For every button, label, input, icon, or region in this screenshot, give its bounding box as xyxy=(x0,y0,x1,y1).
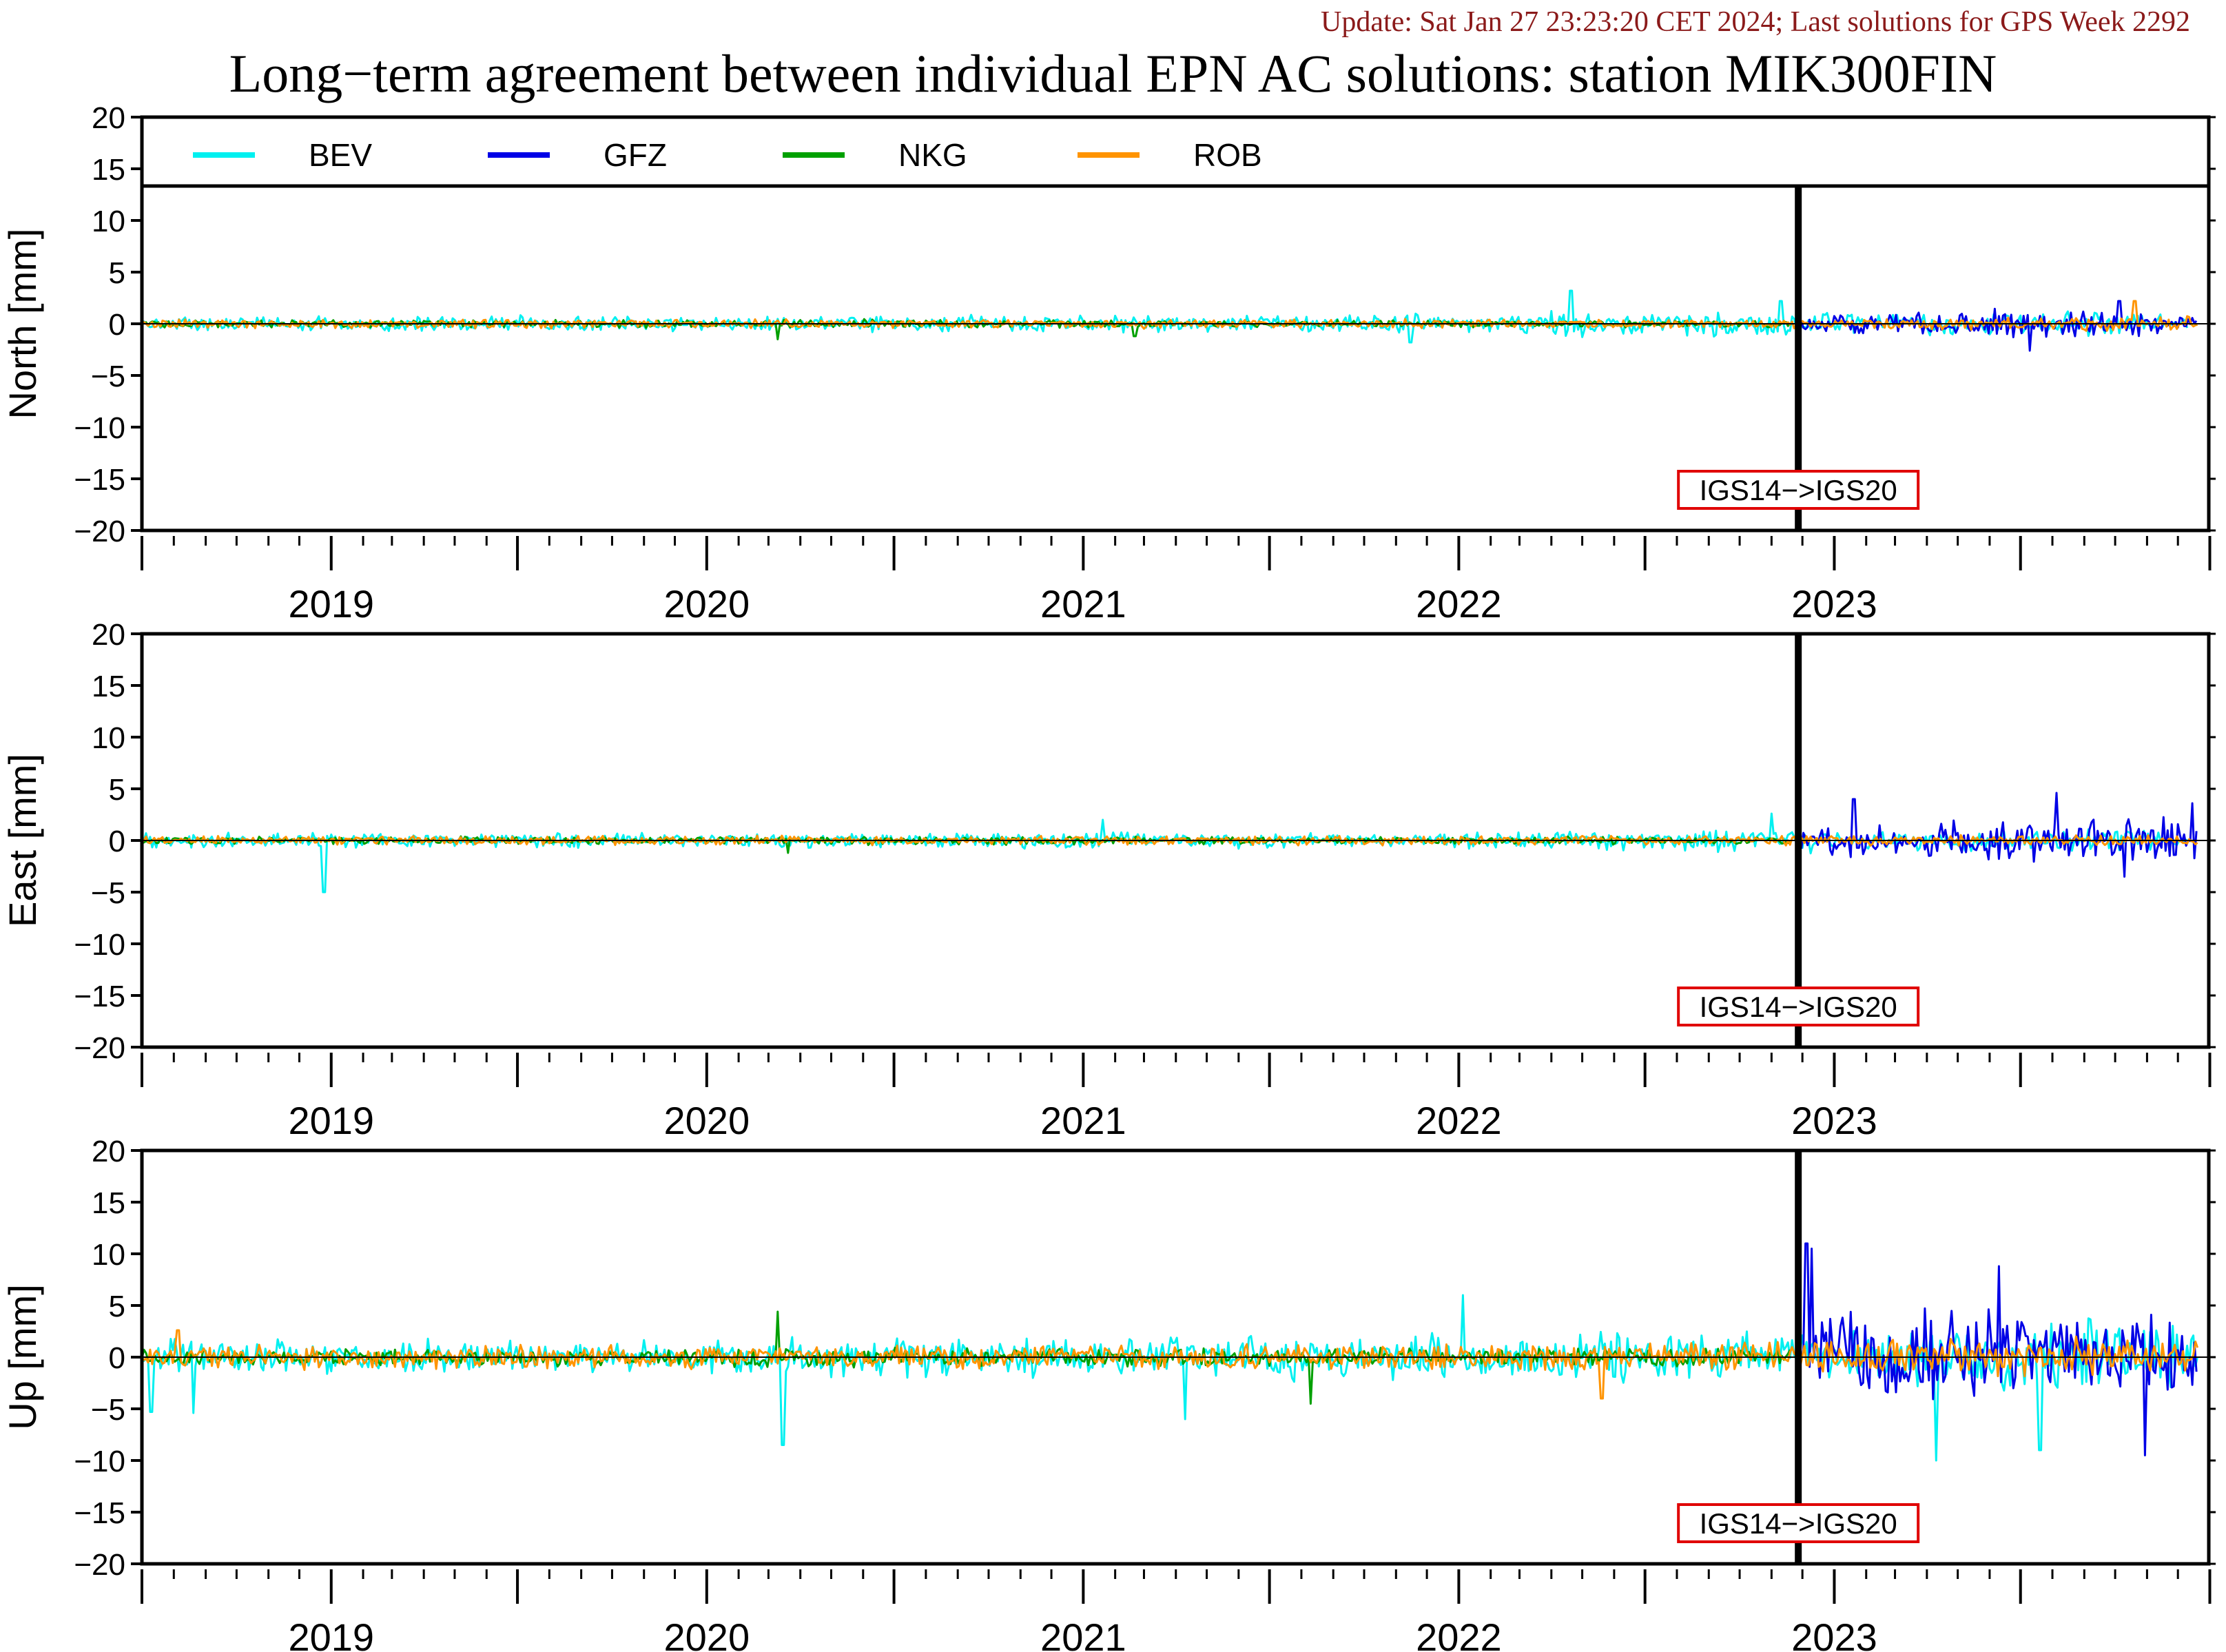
panel-2-ytick-label: −5 xyxy=(91,876,125,910)
panel-1-frame-change-box xyxy=(1677,470,1920,510)
panel-1-ytick-label: 10 xyxy=(92,205,125,238)
legend-label-nkg: NKG xyxy=(898,137,967,173)
panel-3-frame-change-box xyxy=(1677,1503,1920,1543)
legend-box xyxy=(140,115,2211,188)
panel-1-year-label: 2020 xyxy=(664,582,750,626)
legend-label-bev: BEV xyxy=(309,137,372,173)
panel-2-year-label: 2022 xyxy=(1416,1099,1502,1142)
panel-2-year-label: 2021 xyxy=(1040,1099,1126,1142)
panel-2-series-rob xyxy=(142,834,2198,847)
panel-2-year-label: 2020 xyxy=(664,1099,750,1142)
panel-1-series-bev xyxy=(142,289,2189,344)
panel-3-year-label: 2023 xyxy=(1791,1615,1877,1652)
page-title: Long−term agreement between individual E… xyxy=(229,43,1997,103)
panel-2-ytick-label: 15 xyxy=(92,670,125,703)
panel-1-ytick-label: 20 xyxy=(92,101,125,135)
panel-2-ylabel: East [mm] xyxy=(1,754,44,927)
panel-3-ytick-label: −10 xyxy=(74,1445,125,1478)
panel-1-series-gfz xyxy=(1800,300,2198,352)
panel-1-ytick-label: 15 xyxy=(92,153,125,187)
panel-2-ytick-label: 5 xyxy=(109,773,125,807)
panel-2-year-label: 2023 xyxy=(1791,1099,1877,1142)
panel-3-ytick-label: 10 xyxy=(92,1238,125,1272)
panel-2-series-gfz xyxy=(1800,792,2198,878)
panel-3-year-label: 2021 xyxy=(1040,1615,1126,1652)
panel-1-ytick-label: −10 xyxy=(74,411,125,445)
panel-1-year-label: 2023 xyxy=(1791,582,1877,626)
panel-3-series-rob xyxy=(142,1329,2199,1400)
panel-2-ytick-label: 10 xyxy=(92,721,125,755)
panel-3-frame-change-label: IGS14−>IGS20 xyxy=(1700,1507,1897,1540)
panel-1-ylabel: North [mm] xyxy=(1,229,44,420)
panel-1-ytick-label: −5 xyxy=(91,360,125,393)
panel-1-series-rob xyxy=(142,300,2198,332)
panel-3-year-label: 2022 xyxy=(1416,1615,1502,1652)
legend-label-gfz: GFZ xyxy=(604,137,667,173)
update-note: Update: Sat Jan 27 23:23:20 CET 2024; La… xyxy=(1320,6,2190,38)
panel-1-year-label: 2021 xyxy=(1040,582,1126,626)
panel-1-ytick-label: 0 xyxy=(109,308,125,342)
panel-3-ytick-label: −15 xyxy=(74,1496,125,1530)
legend-label-rob: ROB xyxy=(1193,137,1262,173)
panel-3-year-label: 2019 xyxy=(288,1615,374,1652)
panel-3-series-group xyxy=(142,1242,2199,1462)
panel-3-ytick-label: 0 xyxy=(109,1341,125,1375)
panel-2-ytick-label: −20 xyxy=(74,1031,125,1065)
panel-3-year-label: 2020 xyxy=(664,1615,750,1652)
panel-3-ytick-label: −5 xyxy=(91,1393,125,1427)
panel-2-ytick-label: −10 xyxy=(74,928,125,962)
panel-1-ytick-label: −15 xyxy=(74,463,125,497)
panel-1-ytick-label: 5 xyxy=(109,256,125,290)
panel-1-frame-change-label: IGS14−>IGS20 xyxy=(1700,474,1897,506)
panel-2-ytick-label: −15 xyxy=(74,980,125,1013)
panel-1-ytick-label: −20 xyxy=(74,515,125,548)
panel-3-ytick-label: −20 xyxy=(74,1548,125,1582)
panel-2-series-group xyxy=(142,792,2198,894)
panel-2-ytick-label: 0 xyxy=(109,825,125,858)
panel-2-frame-change-label: IGS14−>IGS20 xyxy=(1700,991,1897,1023)
panel-3-ytick-label: 5 xyxy=(109,1290,125,1323)
panel-2-year-label: 2019 xyxy=(288,1099,374,1142)
panel-1-year-label: 2022 xyxy=(1416,582,1502,626)
panel-3-series-gfz xyxy=(1800,1242,2198,1456)
panel-2-frame-change-box xyxy=(1677,987,1920,1026)
panel-3-ylabel: Up [mm] xyxy=(1,1284,44,1430)
panel-3-ytick-label: 15 xyxy=(92,1186,125,1220)
panel-1-year-label: 2019 xyxy=(288,582,374,626)
panel-3-ytick-label: 20 xyxy=(92,1135,125,1168)
panel-2-ytick-label: 20 xyxy=(92,618,125,652)
panel-1-series-group xyxy=(142,289,2198,352)
